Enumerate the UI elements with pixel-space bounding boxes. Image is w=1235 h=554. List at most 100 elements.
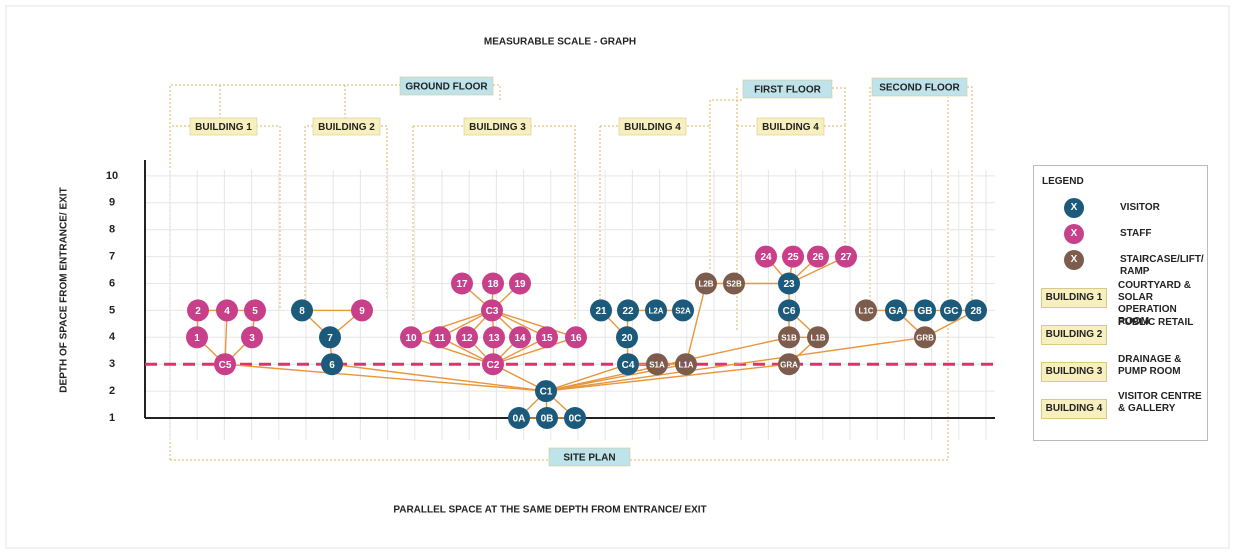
- y-tick-label: 10: [106, 170, 118, 182]
- legend-label: STAIRCASE/LIFT/ RAMP: [1120, 254, 1204, 277]
- floor-label-box: [548, 447, 631, 467]
- node: [536, 326, 558, 349]
- building-label: BUILDING 4: [624, 122, 681, 133]
- floor-label-box: [871, 77, 968, 97]
- building-label-box: [618, 117, 687, 136]
- x-axis-label: PARALLEL SPACE AT THE SAME DEPTH FROM EN…: [393, 505, 706, 516]
- title: MEASURABLE SCALE - GRAPH: [484, 37, 636, 48]
- node-label: S2A: [675, 307, 691, 316]
- edge: [545, 363, 790, 392]
- y-tick-label: 2: [109, 385, 115, 397]
- node-label: 0A: [513, 414, 526, 425]
- legend: LEGEND X VISITOR X STAFF X STAIRCASE/LIFT/ RAM…: [1033, 165, 1208, 441]
- node-label: 6: [329, 360, 335, 371]
- node: [807, 326, 829, 349]
- legend-description: PUBLIC RETAIL: [1118, 317, 1194, 328]
- node-label: 26: [812, 252, 824, 263]
- legend-symbol: X: [1064, 250, 1084, 270]
- node-label: 25: [787, 252, 799, 263]
- y-tick-label: 8: [109, 224, 115, 236]
- floor-label-box: [742, 79, 833, 99]
- node-label: 23: [783, 279, 795, 290]
- building-label-box: [312, 117, 381, 136]
- node: [482, 272, 504, 295]
- node: [914, 326, 936, 349]
- edge: [410, 309, 493, 338]
- node: [186, 326, 208, 349]
- edge: [224, 363, 547, 392]
- node: [590, 299, 612, 322]
- node: [807, 245, 829, 268]
- node: [778, 326, 800, 349]
- node: [291, 299, 313, 322]
- node-label: C6: [783, 306, 796, 317]
- legend-title: LEGEND: [1042, 176, 1084, 187]
- legend-symbol: X: [1064, 198, 1084, 218]
- node-label: 0B: [541, 414, 554, 425]
- node-label: 13: [488, 333, 500, 344]
- legend-building: BUILDING 2: [1041, 325, 1107, 345]
- node: [755, 245, 777, 268]
- y-axis-label: DEPTH OF SPACE FROM ENTRANCE/ EXIT: [59, 187, 70, 392]
- node-label: 18: [487, 279, 499, 290]
- node-label: 12: [461, 333, 473, 344]
- node-label: 16: [570, 333, 582, 344]
- node-label: 15: [541, 333, 553, 344]
- node-label: C3: [486, 306, 499, 317]
- node: [509, 272, 531, 295]
- edge: [331, 363, 547, 392]
- legend-symbol: X: [1064, 224, 1084, 244]
- legend-description: DRAINAGE & PUMP ROOM: [1118, 354, 1182, 377]
- legend-label: STAFF: [1120, 228, 1152, 239]
- edge: [410, 336, 494, 365]
- legend-description: VISITOR CENTRE & GALLERY: [1118, 391, 1202, 414]
- edge: [491, 309, 577, 338]
- node-label: L2A: [648, 307, 663, 316]
- node: [723, 272, 745, 295]
- node: [855, 299, 877, 322]
- node: [456, 326, 478, 349]
- node: [914, 299, 936, 322]
- node: [778, 299, 800, 322]
- building-label: BUILDING 4: [762, 122, 819, 133]
- node-label: S1A: [649, 360, 665, 369]
- node: [244, 299, 266, 322]
- y-tick-label: 3: [109, 358, 115, 370]
- node-label: GA: [889, 306, 904, 317]
- node-label: GB: [918, 306, 933, 317]
- node-label: C1: [540, 387, 553, 398]
- node-label: 27: [840, 252, 852, 263]
- node-label: 17: [456, 279, 468, 290]
- node-label: 0C: [569, 414, 582, 425]
- node: [429, 326, 451, 349]
- node: [885, 299, 907, 322]
- node: [508, 407, 530, 429]
- legend-building: BUILDING 4: [1041, 399, 1107, 419]
- node-label: L1C: [858, 307, 873, 316]
- node-label: 4: [224, 306, 230, 317]
- node: [319, 326, 341, 349]
- floor-label: SECOND FLOOR: [879, 83, 960, 94]
- node-label: 2: [195, 306, 201, 317]
- node-label: 8: [299, 306, 305, 317]
- building-label: BUILDING 1: [195, 122, 252, 133]
- node-label: 14: [514, 333, 526, 344]
- node-label: 19: [514, 279, 526, 290]
- node-label: C4: [622, 360, 635, 371]
- node: [483, 326, 505, 349]
- building-label: BUILDING 2: [318, 122, 375, 133]
- node-label: S2B: [726, 280, 742, 289]
- floor-label: GROUND FLOOR: [405, 82, 488, 93]
- node: [695, 272, 717, 295]
- node-label: 7: [327, 333, 333, 344]
- node: [351, 299, 373, 322]
- node: [616, 326, 638, 349]
- node: [646, 353, 668, 376]
- node-label: C2: [487, 360, 500, 371]
- node: [187, 299, 209, 322]
- node: [481, 299, 503, 322]
- y-tick-label: 9: [109, 197, 115, 209]
- node: [216, 299, 238, 322]
